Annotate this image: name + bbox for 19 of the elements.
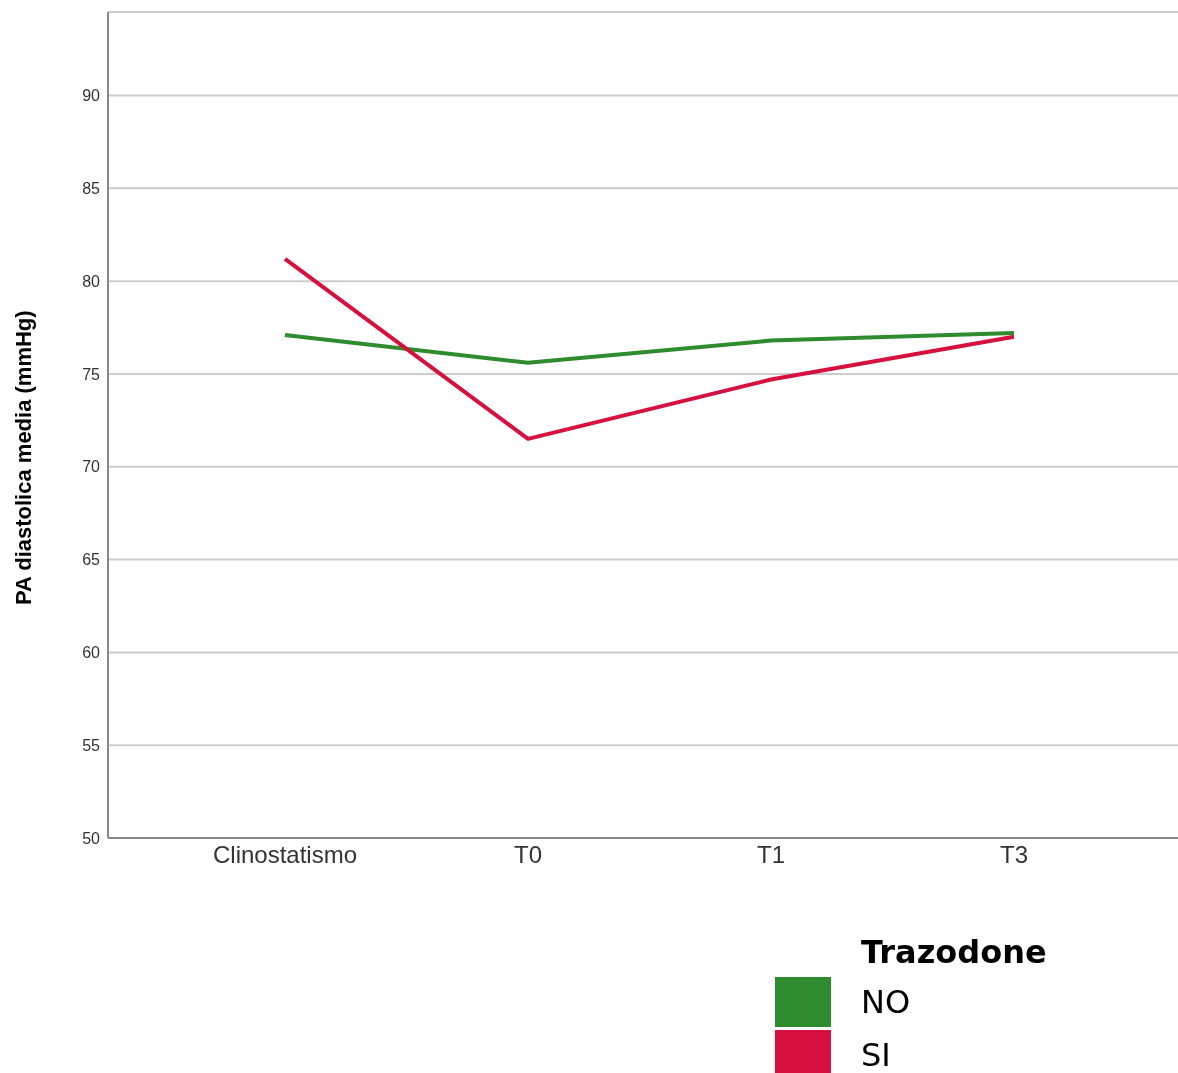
line-series xyxy=(283,256,1016,441)
legend-label: SI xyxy=(861,1035,891,1073)
y-tick-label: 50 xyxy=(82,829,101,847)
x-tick-label: T0 xyxy=(513,841,543,869)
y-tick-label: 75 xyxy=(82,365,101,383)
x-tick-label: T3 xyxy=(999,841,1029,869)
y-tick-label: 80 xyxy=(82,272,101,290)
y-tick-label: 85 xyxy=(82,180,101,198)
x-tick-label: Clinostatismo xyxy=(212,841,358,869)
y-tick-label: 60 xyxy=(82,644,101,662)
y-tick-label: 55 xyxy=(82,736,101,754)
legend-title: Trazodone xyxy=(861,933,1047,971)
line-series xyxy=(283,331,1016,365)
legend-label: NO xyxy=(861,982,911,1021)
y-tick-label: 90 xyxy=(82,87,101,105)
y-axis-title: PA diastolica media (mmHg) xyxy=(10,310,36,605)
y-tick-label: 70 xyxy=(82,458,101,476)
y-tick-label: 65 xyxy=(82,551,101,569)
x-tick-label: T1 xyxy=(756,841,786,869)
